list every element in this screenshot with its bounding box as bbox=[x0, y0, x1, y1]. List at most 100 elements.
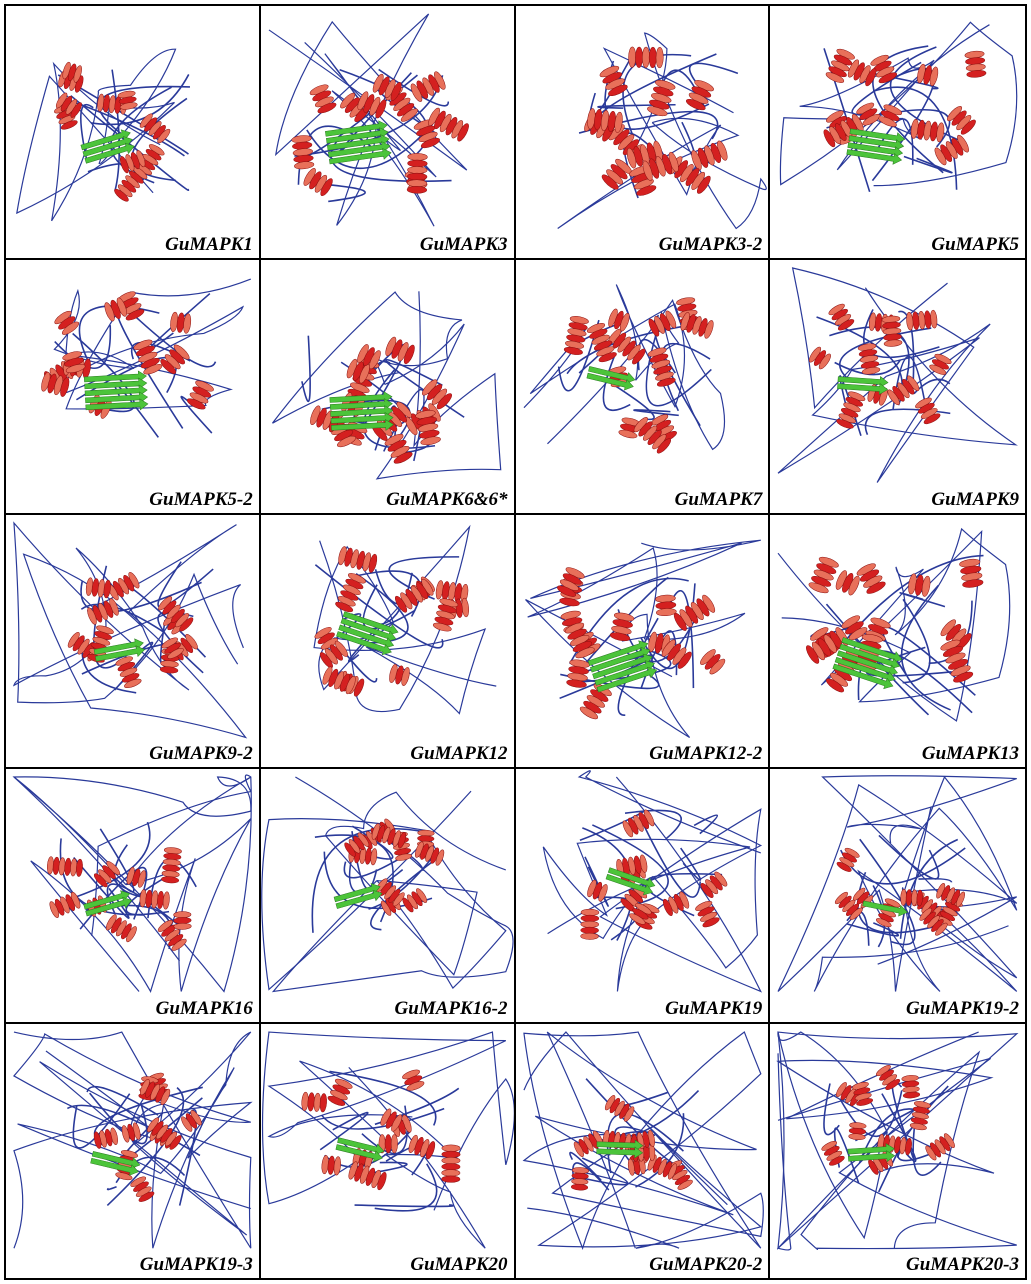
coil-segment bbox=[596, 103, 676, 109]
alpha-helix bbox=[564, 622, 595, 658]
panel-label: GuMAPK13 bbox=[921, 743, 1019, 765]
panel-label: GuMAPK20-2 bbox=[649, 1253, 763, 1275]
coil-loop bbox=[324, 791, 506, 976]
alpha-helix bbox=[936, 883, 966, 908]
alpha-helix bbox=[104, 297, 127, 322]
coil-loop bbox=[30, 818, 252, 994]
alpha-helix bbox=[147, 1117, 182, 1150]
alpha-helix bbox=[107, 571, 140, 601]
beta-strand bbox=[596, 1139, 643, 1152]
beta-strand bbox=[605, 874, 653, 896]
beta-strand bbox=[83, 370, 147, 383]
protein-cartoon bbox=[777, 267, 1019, 484]
alpha-helix bbox=[694, 901, 720, 928]
coil-segment bbox=[610, 383, 655, 421]
alpha-helix bbox=[917, 63, 939, 87]
structure-panel: GuMAPK5 bbox=[770, 6, 1025, 261]
coil-segment bbox=[872, 45, 944, 174]
coil-loop bbox=[781, 527, 1011, 703]
alpha-helix bbox=[115, 656, 142, 688]
alpha-helix bbox=[579, 683, 612, 720]
coil-loop bbox=[375, 291, 502, 481]
coil-segment bbox=[859, 838, 916, 946]
coil-segment bbox=[591, 824, 669, 910]
beta-strand bbox=[586, 373, 634, 391]
protein-cartoon bbox=[12, 521, 248, 739]
alpha-helix bbox=[55, 92, 82, 118]
coil-loop bbox=[17, 1066, 251, 1248]
coil-loop bbox=[13, 774, 252, 993]
beta-strand bbox=[326, 134, 390, 151]
coil-segment bbox=[840, 847, 966, 885]
beta-strand bbox=[847, 142, 904, 158]
alpha-helix bbox=[586, 879, 608, 902]
beta-strand bbox=[834, 656, 896, 683]
panel-label: GuMAPK6&6* bbox=[386, 488, 508, 510]
coil-loop bbox=[12, 547, 244, 687]
alpha-helix bbox=[626, 140, 663, 169]
beta-strand bbox=[587, 640, 648, 666]
coil-loop bbox=[526, 539, 761, 639]
coil-segment bbox=[873, 86, 958, 190]
alpha-helix bbox=[858, 343, 881, 375]
alpha-helix bbox=[384, 434, 413, 465]
protein-cartoon bbox=[556, 32, 767, 230]
coil-segment bbox=[106, 1086, 185, 1206]
coil-segment bbox=[99, 828, 135, 893]
alpha-helix bbox=[633, 417, 671, 454]
alpha-helix bbox=[642, 151, 679, 181]
coil-segment bbox=[624, 809, 682, 840]
structure-panel: GuMAPK20-2 bbox=[515, 1023, 771, 1278]
alpha-helix bbox=[685, 80, 714, 111]
beta-strand bbox=[335, 890, 383, 910]
alpha-helix bbox=[604, 1094, 634, 1122]
alpha-helix bbox=[563, 316, 589, 356]
alpha-helix bbox=[887, 375, 920, 406]
alpha-helix bbox=[348, 1161, 387, 1190]
protein-cartoon bbox=[268, 13, 469, 227]
alpha-helix bbox=[848, 1121, 867, 1140]
coil-segment bbox=[343, 853, 409, 879]
structure-panel: GuMAPK1 bbox=[6, 6, 261, 261]
alpha-helix bbox=[919, 908, 948, 936]
alpha-helix bbox=[161, 637, 184, 659]
alpha-helix bbox=[906, 310, 938, 331]
alpha-helix bbox=[808, 556, 840, 593]
coil-segment bbox=[329, 1070, 437, 1126]
coil-loop bbox=[577, 770, 762, 992]
coil-loop bbox=[271, 776, 514, 993]
beta-strand bbox=[340, 617, 397, 642]
coil-segment bbox=[354, 1203, 454, 1207]
alpha-helix bbox=[117, 90, 138, 110]
beta-strand bbox=[593, 660, 655, 686]
beta-strand bbox=[335, 630, 392, 655]
coil-loop bbox=[268, 13, 467, 226]
beta-strand bbox=[325, 127, 389, 144]
beta-strand bbox=[848, 135, 905, 151]
protein-cartoon bbox=[271, 291, 502, 481]
alpha-helix bbox=[940, 639, 974, 683]
alpha-helix bbox=[900, 889, 924, 907]
alpha-helix bbox=[338, 546, 377, 573]
coil-segment bbox=[70, 95, 190, 191]
alpha-helix bbox=[46, 856, 83, 878]
alpha-helix bbox=[565, 659, 590, 688]
alpha-helix bbox=[609, 612, 634, 641]
protein-cartoon bbox=[12, 774, 252, 994]
coil-segment bbox=[320, 1107, 445, 1130]
alpha-helix bbox=[321, 1154, 341, 1175]
alpha-helix bbox=[49, 892, 81, 919]
alpha-helix bbox=[105, 914, 137, 943]
alpha-helix bbox=[579, 909, 599, 940]
alpha-helix bbox=[291, 135, 314, 170]
coil-loop bbox=[51, 48, 177, 222]
beta-strand bbox=[333, 883, 381, 903]
protein-cartoon bbox=[261, 1030, 514, 1249]
alpha-helix bbox=[959, 558, 984, 588]
alpha-helix bbox=[319, 640, 348, 668]
alpha-helix bbox=[856, 102, 881, 126]
alpha-helix bbox=[836, 848, 860, 873]
coil-segment bbox=[573, 576, 669, 677]
panel-label: GuMAPK9 bbox=[931, 488, 1019, 510]
beta-strand bbox=[330, 412, 394, 425]
